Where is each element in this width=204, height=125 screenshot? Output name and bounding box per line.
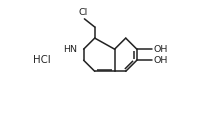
Text: Cl: Cl: [78, 8, 87, 17]
Text: OH: OH: [153, 45, 167, 54]
Text: HN: HN: [63, 45, 77, 54]
Text: OH: OH: [153, 56, 167, 65]
Text: HCl: HCl: [33, 55, 50, 65]
